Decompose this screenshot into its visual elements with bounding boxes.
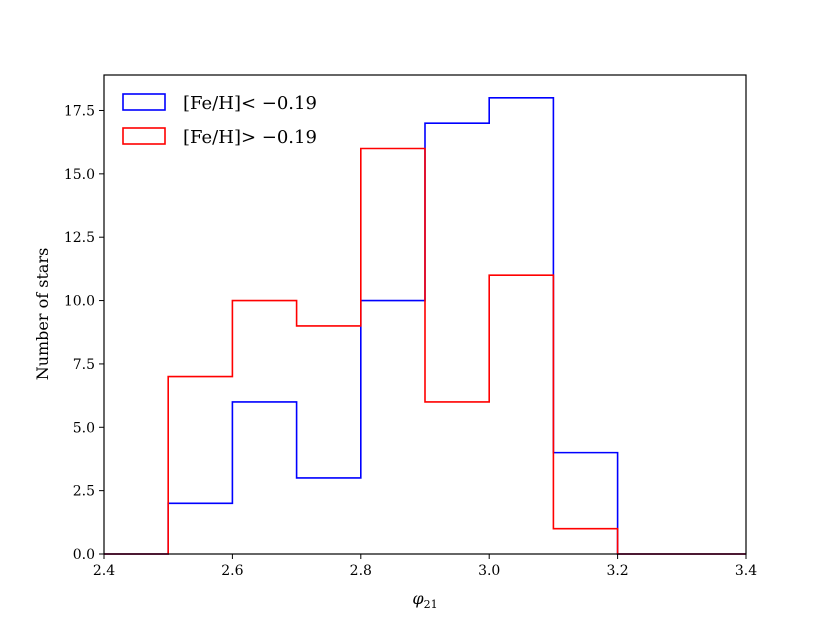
- x-axis-label-main: φ: [412, 589, 424, 608]
- x-tick-label: 2.8: [350, 563, 372, 579]
- x-tick-label: 2.4: [93, 563, 115, 579]
- plot-frame: [103, 74, 747, 555]
- y-axis-ticks: 0.0 2.5 5.0 7.5 10.0 12.5 15.0 17.5: [64, 103, 104, 563]
- series-layer: [104, 97, 746, 555]
- y-tick-label: 10.0: [64, 294, 95, 310]
- x-axis-ticks: 2.4 2.6 2.8 3.0 3.2 3.4: [93, 554, 757, 579]
- y-tick-label: 0.0: [73, 547, 95, 563]
- x-axis-label-subscript: 21: [424, 598, 438, 611]
- y-tick-label: 17.5: [64, 103, 95, 119]
- y-tick-label: 7.5: [73, 357, 95, 373]
- legend-swatch-2: [122, 127, 166, 145]
- x-tick-label: 3.2: [606, 563, 628, 579]
- x-axis-label: φ21: [412, 589, 437, 611]
- legend-label-1: [Fe/H]< −0.19: [183, 93, 317, 114]
- legend-label-2: [Fe/H]> −0.19: [183, 127, 317, 148]
- legend: [Fe/H]< −0.19 [Fe/H]> −0.19: [122, 93, 317, 148]
- x-tick-label: 3.0: [478, 563, 500, 579]
- y-axis-label: Number of stars: [33, 248, 52, 381]
- legend-swatch-1: [122, 93, 166, 111]
- x-tick-label: 2.6: [221, 563, 243, 579]
- y-tick-label: 2.5: [73, 484, 95, 500]
- series-2-step-line: [104, 147, 746, 555]
- y-tick-label: 15.0: [64, 167, 95, 183]
- y-tick-label: 12.5: [64, 230, 95, 246]
- x-tick-label: 3.4: [735, 563, 757, 579]
- y-tick-label: 5.0: [73, 420, 95, 436]
